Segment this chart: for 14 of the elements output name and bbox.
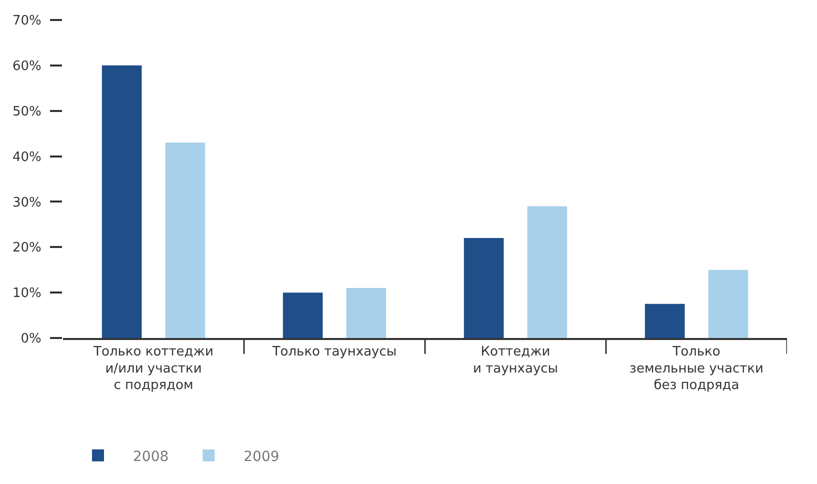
legend-label: 2009 [244,448,280,465]
x-tick-label: Коттеджи и таунхаусы [472,344,558,376]
y-tick-label: 50% [12,104,42,120]
x-tick-label: Только коттеджи и/или участки с подрядом [92,344,214,394]
y-tick-label: 70% [12,14,42,29]
y-tick-label: 30% [12,195,42,210]
y-tick-label: 0% [20,332,42,347]
legend-label: 2008 [133,448,169,465]
y-tick-label: 20% [12,240,42,256]
x-tick-label: Только таунхаусы [271,344,397,360]
y-tick-label: 60% [12,58,42,74]
y-tick-label: 40% [12,150,42,165]
x-tick-label: Только земельные участки без подряда [630,344,764,394]
y-tick-label: 10% [12,286,42,302]
